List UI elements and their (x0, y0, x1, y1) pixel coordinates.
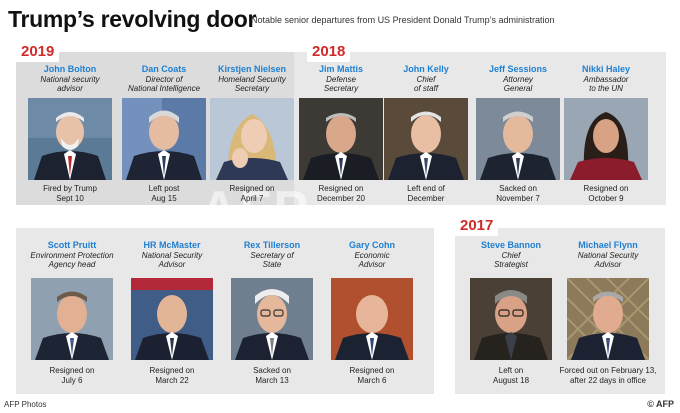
person-name: Nikki Haley (581, 64, 631, 74)
person-role: Environment Protection Agency head (30, 251, 114, 269)
person-role: Ambassador to the UN (583, 75, 629, 93)
person-note: Left end of December (407, 184, 445, 203)
page-subtitle: Notable senior departures from US Presid… (251, 15, 555, 25)
person-tillerson: Rex Tillerson Secretary of State Sacked … (222, 240, 322, 390)
person-note: Left post Aug 15 (148, 184, 180, 203)
person-note: Left on August 18 (492, 366, 530, 385)
person-note: Resigned on March 6 (349, 366, 395, 385)
person-note: Resigned on December 20 (316, 184, 366, 203)
person-flynn: Michael Flynn National Security Advisor … (552, 240, 664, 390)
person-role: Chief Strategist (494, 251, 528, 269)
photo-bolton (28, 98, 112, 180)
person-name: HR McMaster (143, 240, 201, 250)
afp-logo: © AFP (647, 399, 674, 409)
photo-haley (564, 98, 648, 180)
person-haley: Nikki Haley Ambassador to the UN Resigne… (558, 64, 654, 204)
person-note: Resigned on March 22 (149, 366, 195, 385)
person-name: John Kelly (403, 64, 449, 74)
person-pruitt: Scott Pruitt Environment Protection Agen… (22, 240, 122, 390)
person-bannon: Steve Bannon Chief Strategist Left on Au… (461, 240, 561, 390)
person-coats: Dan Coats Director of National Intellige… (116, 64, 212, 204)
photo-tillerson (231, 278, 313, 360)
person-name: Jeff Sessions (488, 64, 548, 74)
person-bolton: John Bolton National security advisor Fi… (22, 64, 118, 204)
person-note: Resigned on July 6 (49, 366, 95, 385)
photo-mattis (299, 98, 383, 180)
person-name: Jim Mattis (318, 64, 363, 74)
person-role: Economic Advisor (354, 251, 390, 269)
person-role: Homeland Security Secretary (218, 75, 286, 93)
person-name: Scott Pruitt (47, 240, 97, 250)
person-sessions: Jeff Sessions Attorney General Sacked on… (470, 64, 566, 204)
person-mattis: Jim Mattis Defense Secretary Resigned on… (293, 64, 389, 204)
person-cohn: Gary Cohn Economic Advisor Resigned on M… (322, 240, 422, 390)
person-mcmaster: HR McMaster National Security Advisor Re… (122, 240, 222, 390)
photo-credit: AFP Photos (4, 400, 47, 409)
page-title: Trump’s revolving door (8, 6, 257, 32)
person-note: Sacked on November 7 (496, 184, 540, 203)
photo-nielsen (210, 98, 294, 180)
person-role: Secretary of State (250, 251, 294, 269)
person-name: Dan Coats (141, 64, 187, 74)
person-note: Forced out on February 13, after 22 days… (559, 366, 657, 385)
person-nielsen: Kirstjen Nielsen Homeland Security Secre… (204, 64, 300, 204)
person-name: Kirstjen Nielsen (217, 64, 287, 74)
person-name: Rex Tillerson (243, 240, 301, 250)
afp-watermark: AFP (200, 181, 310, 239)
photo-flynn (567, 278, 649, 360)
person-role: Chief of staff (413, 75, 438, 93)
person-kelly: John Kelly Chief of staff Left end of De… (378, 64, 474, 204)
photo-kelly (384, 98, 468, 180)
person-name: Michael Flynn (578, 240, 638, 250)
person-note: Sacked on March 13 (253, 366, 291, 385)
person-name: John Bolton (43, 64, 97, 74)
person-name: Steve Bannon (480, 240, 541, 250)
person-role: National Security Advisor (577, 251, 639, 269)
photo-bannon (470, 278, 552, 360)
person-name: Gary Cohn (348, 240, 395, 250)
photo-mcmaster (131, 278, 213, 360)
year-2019-label: 2019 (16, 42, 60, 62)
photo-coats (122, 98, 206, 180)
year-2018-label: 2018 (307, 42, 351, 62)
year-2017-label: 2017 (455, 216, 499, 236)
photo-sessions (476, 98, 560, 180)
person-role: National security advisor (40, 75, 100, 93)
photo-pruitt (31, 278, 113, 360)
person-role: National Security Advisor (141, 251, 203, 269)
person-note: Fired by Trump Sept 10 (43, 184, 97, 203)
person-role: Attorney General (503, 75, 533, 93)
person-note: Resigned on October 9 (583, 184, 629, 203)
photo-cohn (331, 278, 413, 360)
person-note: Resigned on April 7 (229, 184, 275, 203)
person-role: Director of National Intelligence (127, 75, 201, 93)
person-role: Defense Secretary (323, 75, 359, 93)
